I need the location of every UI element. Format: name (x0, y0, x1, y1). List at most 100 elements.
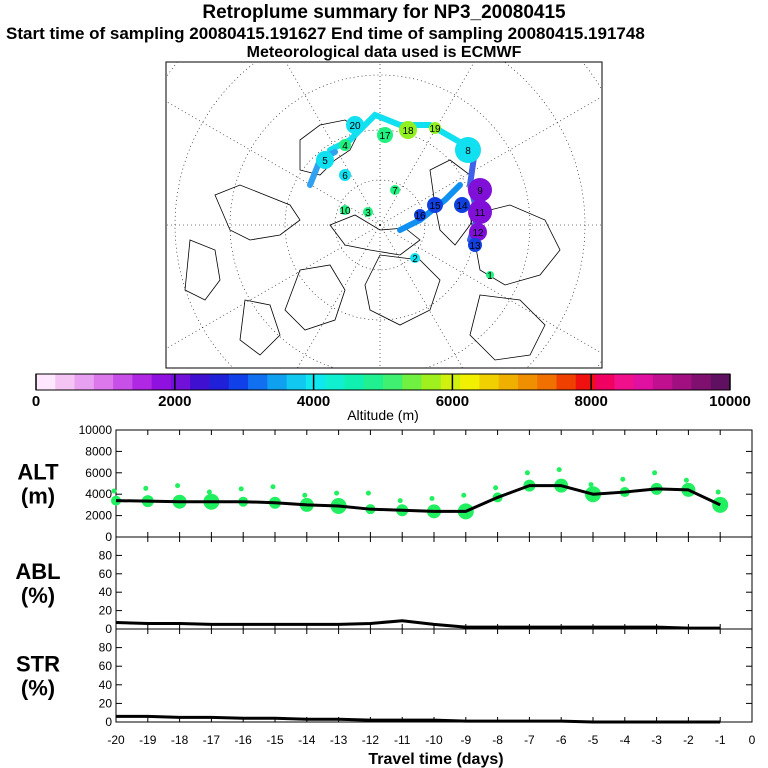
x-tick-label: -20 (107, 733, 125, 747)
coastline (429, 159, 481, 246)
plume-bubble (339, 139, 351, 151)
colorbar-swatch (325, 374, 345, 390)
plume-bubble (469, 223, 487, 241)
colorbar-swatch (498, 374, 519, 390)
meridian-line (379, 224, 602, 354)
y-tick-label: 40 (99, 585, 113, 599)
plume-bubble (486, 271, 494, 279)
map-day-marker: 6 (342, 171, 348, 182)
altitude-bubble (365, 490, 371, 496)
colorbar-swatch (421, 374, 442, 390)
altitude-bubble (712, 496, 729, 513)
panel-y-label: STR (16, 652, 60, 677)
colorbar-swatch (710, 374, 731, 390)
map-day-marker: 5 (322, 156, 328, 167)
altitude-bubble (302, 492, 308, 498)
x-tick-label: -12 (362, 733, 380, 747)
altitude-bubble (461, 492, 467, 498)
x-tick-label: -17 (203, 733, 221, 747)
colorbar-swatch (460, 374, 480, 390)
map-day-marker: 11 (475, 208, 486, 219)
altitude-bubble (588, 482, 594, 488)
x-tick-label: -1 (715, 733, 726, 747)
meridian-line (166, 224, 381, 349)
colorbar-swatch (209, 374, 230, 390)
plume-bubble (363, 207, 373, 217)
time-series-panels: 0200040006000800010000ALT(m)020406080ABL… (15, 423, 755, 768)
series-line (115, 619, 721, 630)
x-tick-label: -16 (235, 733, 253, 747)
y-tick-label: 0 (105, 715, 112, 729)
y-tick-label: 80 (99, 641, 113, 655)
altitude-bubble (175, 483, 181, 489)
panel-str: 0 20 40 60 80 STR(%) (16, 628, 753, 729)
colorbar-swatch (55, 374, 75, 390)
map-day-marker: 14 (456, 201, 468, 212)
colorbar-swatch (305, 374, 326, 390)
plume-bubble (427, 197, 443, 213)
plume-bubble (468, 200, 492, 224)
colorbar-swatch (383, 374, 403, 390)
colorbar-tick-label: 10000 (709, 393, 751, 410)
colorbar-swatch (36, 374, 56, 390)
map-day-marker: 1 (487, 271, 493, 282)
map-day-marker: 10 (339, 206, 351, 217)
panel-y-label: (%) (21, 583, 55, 608)
plume-bubble (346, 116, 364, 134)
plume-bubble (414, 209, 426, 221)
x-tick-label: -18 (171, 733, 189, 747)
colorbar-swatch (228, 374, 249, 390)
map-day-marker: 2 (412, 254, 418, 265)
x-axis-label: Travel time (days) (368, 751, 503, 768)
y-tick-label: 2000 (85, 509, 112, 523)
colorbar-swatch (633, 374, 654, 390)
colorbar-swatch (614, 374, 635, 390)
colorbar-swatch (517, 374, 538, 390)
map-day-marker: 18 (402, 126, 414, 137)
x-tick-label: -4 (619, 733, 630, 747)
coastline (329, 214, 421, 256)
map-day-marker: 19 (429, 124, 441, 135)
coastline (239, 299, 281, 356)
colorbar-swatch (344, 374, 365, 390)
x-tick-label: -6 (556, 733, 567, 747)
map-day-marker: 7 (392, 186, 398, 197)
colorbar-swatch (93, 374, 114, 390)
map-day-marker: 17 (379, 131, 391, 142)
colorbar-swatch (652, 374, 673, 390)
meridian-line (379, 96, 602, 226)
x-tick-label: -8 (492, 733, 503, 747)
colorbar-swatch (363, 374, 384, 390)
y-tick-label: 40 (99, 678, 113, 692)
colorbar-tick-label: 6000 (436, 393, 469, 410)
x-tick-label: 0 (749, 733, 756, 747)
panel-y-label: ALT (17, 460, 59, 485)
colorbar-swatch (190, 374, 210, 390)
panel-y-label: (%) (21, 676, 55, 701)
panel-alt: 0 2000 4000 6000 8000 10000 ALT(m) (17, 423, 753, 544)
panel-frame (115, 628, 753, 723)
plume-bubble (390, 185, 400, 195)
altitude-bubble (143, 485, 149, 491)
altitude-bubble (238, 486, 244, 492)
y-tick-label: 10000 (79, 423, 113, 437)
met-data-note: Meteorological data used is ECMWF (246, 44, 522, 61)
x-tick-label: -13 (330, 733, 348, 747)
series-line (116, 714, 721, 724)
colorbar-swatch (402, 374, 422, 390)
map-day-marker: 8 (465, 146, 471, 157)
altitude-bubble (683, 477, 689, 483)
map-day-marker: 12 (472, 228, 484, 239)
x-tick-label: -19 (139, 733, 157, 747)
coastline (469, 204, 561, 286)
colorbar-tick-label: 8000 (575, 393, 608, 410)
colorbar-swatch (286, 374, 307, 390)
chart-title: Retroplume summary for NP3_20080415 (202, 2, 566, 23)
x-tick-label: -5 (588, 733, 599, 747)
panel-frame (115, 536, 753, 630)
map-day-marker: 16 (414, 211, 426, 222)
plume-bubble (399, 121, 417, 139)
altitude-bubble (429, 495, 435, 501)
